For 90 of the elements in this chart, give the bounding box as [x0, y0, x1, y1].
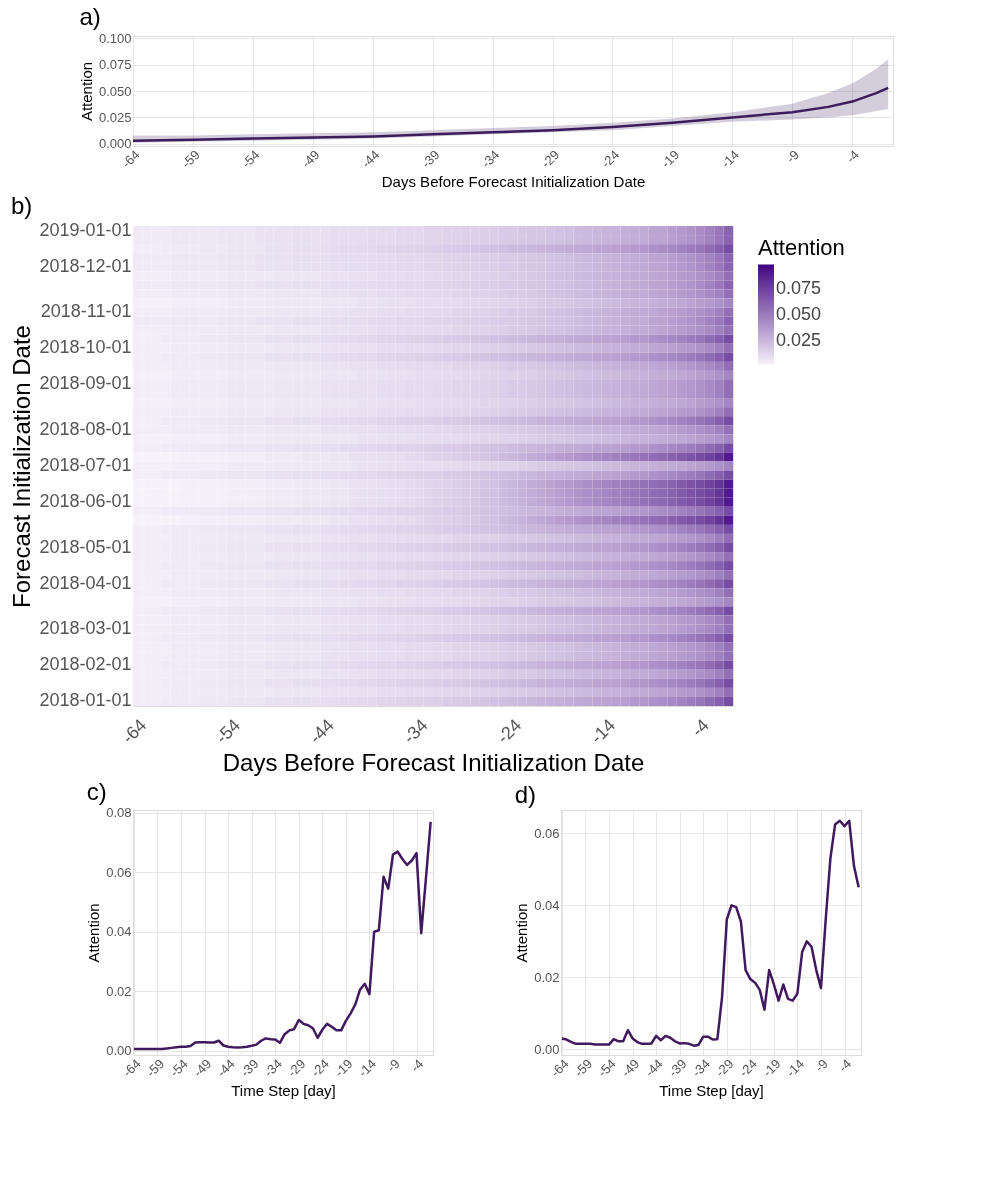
x-tick-label: -64 [119, 1056, 144, 1080]
y-tick-label: 0.02 [106, 983, 132, 999]
x-tick-label: -59 [571, 1056, 596, 1080]
y-tick-label: 0.00 [534, 1041, 560, 1057]
x-axis-title: Days Before Forecast Initialization Date [381, 172, 646, 190]
y-tick-label: 0.02 [534, 969, 560, 985]
color-bar-label: 0.050 [776, 304, 822, 325]
x-axis-title: Time Step [day] [659, 1081, 764, 1099]
x-tick-label: -29 [712, 1056, 737, 1080]
y-tick-label: 2018-11-01 [40, 301, 132, 322]
x-tick-label: -39 [665, 1056, 690, 1080]
x-axis-title: Days Before Forecast Initialization Date [222, 748, 645, 776]
x-tick-label: -34 [399, 715, 432, 748]
x-tick-label: -4 [407, 1056, 427, 1075]
x-tick-label: -34 [261, 1056, 285, 1080]
x-tick-label: -54 [594, 1056, 619, 1080]
text: d) [514, 781, 537, 808]
x-tick-label: -4 [687, 715, 713, 741]
x-tick-label: -19 [759, 1056, 784, 1080]
y-axis-title: Forecast Initialization Date [8, 325, 36, 608]
y-tick-label: 2018-09-01 [39, 373, 132, 394]
y-tick-label: 0.08 [106, 805, 132, 821]
y-tick-label: 2018-12-01 [39, 255, 132, 276]
x-tick-label: -14 [718, 147, 743, 171]
x-tick-label: -44 [358, 147, 383, 171]
y-tick-label: 0.100 [98, 30, 132, 46]
line-series [560, 819, 860, 1047]
y-tick-label: 0.00 [106, 1043, 132, 1059]
text: a) [79, 3, 101, 31]
y-tick-label: 0.025 [98, 109, 132, 125]
x-tick-label: -4 [835, 1056, 855, 1075]
x-tick-label: -64 [117, 715, 151, 748]
x-tick-label: -9 [783, 147, 802, 166]
x-tick-label: -54 [211, 715, 245, 748]
x-tick-label: -54 [238, 147, 263, 171]
x-tick-label: -59 [143, 1056, 168, 1080]
x-tick-label: -44 [641, 1056, 666, 1080]
y-axis-title: Attention [513, 903, 531, 963]
text: c) [86, 777, 107, 805]
x-tick-label: -24 [492, 715, 526, 748]
x-axis-title: Time Step [day] [231, 1081, 336, 1099]
x-tick-label: -39 [418, 147, 443, 171]
y-tick-label: 2018-01-01 [39, 690, 132, 711]
y-tick-label: 0.06 [106, 864, 132, 880]
y-tick-label: 0.075 [98, 57, 132, 73]
x-tick-label: -24 [598, 147, 623, 171]
y-tick-label: 2018-05-01 [39, 536, 132, 557]
x-tick-label: -19 [331, 1056, 356, 1080]
y-tick-label: 2018-02-01 [39, 654, 132, 675]
y-axis-title: Attention [85, 903, 103, 963]
x-tick-label: -49 [298, 147, 323, 171]
x-tick-label: -34 [478, 147, 503, 171]
x-tick-label: -29 [538, 147, 563, 171]
x-tick-label: -44 [305, 715, 338, 748]
y-tick-label: 2018-06-01 [39, 491, 132, 512]
x-tick-label: -19 [658, 147, 683, 171]
x-tick-label: -34 [689, 1056, 713, 1080]
legend-title: Attention [758, 234, 845, 260]
x-tick-label: -59 [178, 147, 203, 171]
color-bar-label: 0.025 [776, 330, 822, 351]
x-tick-label: -14 [783, 1056, 808, 1080]
color-bar-label: 0.075 [776, 277, 822, 298]
x-tick-label: -24 [308, 1056, 333, 1080]
x-tick-label: -44 [213, 1056, 238, 1080]
x-tick-label: -24 [736, 1056, 761, 1080]
y-tick-label: 2018-04-01 [39, 572, 132, 593]
text: b) [10, 192, 33, 220]
y-tick-label: 0.04 [534, 897, 560, 913]
x-tick-label: -4 [843, 147, 862, 166]
y-tick-label: 2018-03-01 [39, 618, 132, 639]
line-series [132, 820, 432, 1051]
y-axis-title: Attention [77, 61, 95, 122]
x-tick-label: -39 [237, 1056, 262, 1080]
y-tick-label: 0.04 [106, 924, 132, 940]
y-tick-label: 2019-01-01 [39, 219, 132, 240]
x-tick-label: -49 [190, 1056, 215, 1080]
x-tick-label: -54 [166, 1056, 191, 1080]
y-tick-label: 2018-08-01 [39, 418, 132, 439]
x-tick-label: -64 [547, 1056, 572, 1080]
y-tick-label: 2018-07-01 [39, 455, 132, 475]
x-tick-label: -29 [284, 1056, 309, 1080]
y-tick-label: 2018-10-01 [39, 337, 132, 358]
y-tick-label: 0.050 [98, 83, 132, 99]
line-series [131, 86, 890, 142]
x-tick-label: -49 [618, 1056, 643, 1080]
x-tick-label: -9 [811, 1056, 831, 1075]
x-tick-label: -9 [383, 1056, 403, 1075]
x-tick-label: -14 [586, 715, 620, 748]
y-tick-label: 0.06 [534, 825, 560, 841]
x-tick-label: -14 [355, 1056, 380, 1080]
